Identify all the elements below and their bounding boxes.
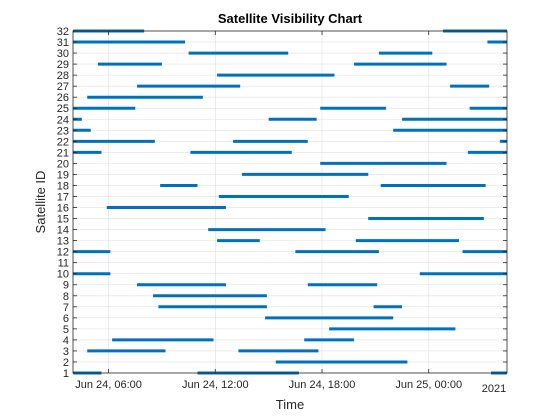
y-tick-label: 13 [57,236,69,248]
chart-title: Satellite Visibility Chart [218,11,363,26]
y-axis-label: Satellite ID [33,171,48,234]
y-tick-label: 32 [57,26,69,38]
y-tick-label: 28 [57,70,69,82]
y-tick-label: 23 [57,125,69,137]
x-axis-label: Time [276,397,304,412]
y-tick-label: 1 [63,368,69,380]
x-axis-year-label: 2021 [482,383,506,395]
y-tick-label: 30 [57,48,69,60]
y-tick-label: 29 [57,59,69,71]
y-tick-label: 2 [63,357,69,369]
y-tick-label: 4 [63,335,69,347]
y-tick-label: 21 [57,147,69,159]
y-tick-label: 19 [57,169,69,181]
y-tick-label: 12 [57,247,69,259]
y-tick-label: 3 [63,346,69,358]
y-tick-label: 20 [57,158,69,170]
y-tick-label: 15 [57,214,69,226]
y-tick-label: 10 [57,269,69,281]
x-axis-ticks: Jun 24, 06:00 Jun 24, 12:00 Jun 24, 18:00 J… [75,31,462,391]
x-tick-label: Jun 24, 06:00 [75,379,142,391]
y-tick-label: 22 [57,136,69,148]
y-tick-label: 31 [57,37,69,49]
y-tick-label: 27 [57,81,69,93]
y-tick-label: 9 [63,280,69,292]
x-tick-label: Jun 24, 18:00 [289,379,356,391]
plot-area [73,31,507,373]
x-tick-label: Jun 24, 12:00 [182,379,249,391]
y-tick-label: 24 [57,114,69,126]
y-tick-label: 26 [57,92,69,104]
y-tick-label: 6 [63,313,69,325]
y-tick-label: 11 [58,258,69,270]
y-tick-label: 5 [63,324,69,336]
y-tick-label: 16 [57,203,69,215]
y-tick-label: 17 [57,191,69,203]
x-tick-label: Jun 25, 00:00 [395,379,462,391]
plot-frame [72,30,508,374]
y-tick-label: 25 [57,103,69,115]
y-tick-label: 14 [57,225,69,237]
y-tick-label: 18 [57,180,69,192]
y-tick-label: 8 [63,291,69,303]
y-tick-label: 7 [63,302,69,314]
y-axis-ticks: 1234567891011121314151617181920212223242… [57,26,507,380]
